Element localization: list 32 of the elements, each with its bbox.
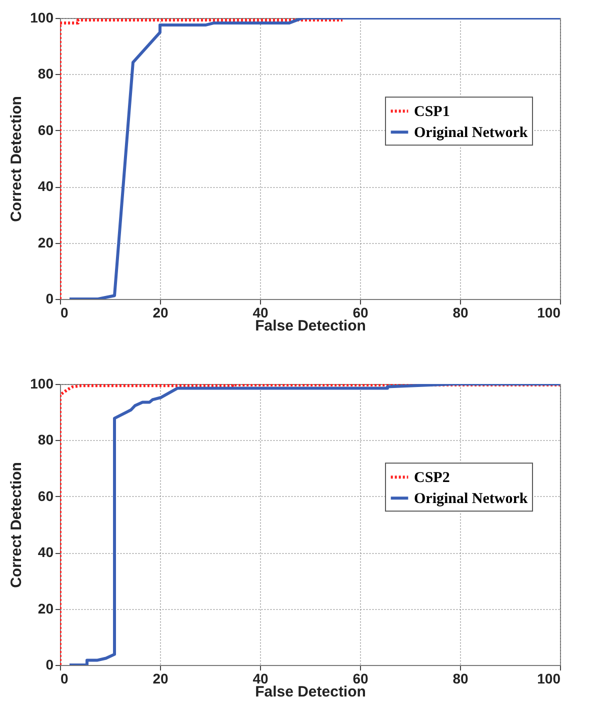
y-tick-label: 40 — [38, 178, 54, 194]
x-tick-label: 40 — [252, 304, 268, 320]
y-axis-title: Correct Detection — [8, 462, 26, 588]
y-tick-label: 60 — [38, 122, 54, 138]
legend-label: Original Network — [414, 491, 528, 508]
x-tick-label: 20 — [152, 670, 168, 686]
x-tick-label: 80 — [452, 670, 468, 686]
x-axis-title: False Detection — [255, 684, 366, 700]
y-tick-label: 100 — [30, 376, 54, 392]
x-tick-label: 100 — [537, 670, 561, 686]
legend-label: Original Network — [414, 125, 528, 142]
y-tick-label: 0 — [46, 656, 54, 672]
x-tick-label: 40 — [252, 670, 268, 686]
legend-label: CSP2 — [414, 470, 450, 486]
x-axis-title: False Detection — [255, 318, 366, 334]
y-tick-label: 80 — [38, 432, 54, 448]
x-tick-label: 0 — [60, 670, 68, 686]
x-tick-label: 20 — [152, 304, 168, 320]
y-tick-label: 0 — [46, 290, 54, 306]
legend-label: CSP1 — [414, 104, 450, 120]
y-tick-label: 100 — [30, 10, 54, 26]
y-tick-label: 60 — [38, 488, 54, 504]
x-tick-label: 60 — [352, 304, 368, 320]
y-tick-label: 20 — [38, 234, 54, 250]
x-tick-label: 60 — [352, 670, 368, 686]
y-tick-label: 80 — [38, 66, 54, 82]
x-tick-label: 100 — [537, 304, 561, 320]
y-tick-label: 40 — [38, 544, 54, 560]
x-tick-label: 80 — [452, 304, 468, 320]
x-tick-label: 0 — [60, 304, 68, 320]
y-tick-label: 20 — [38, 600, 54, 616]
y-axis-title: Correct Detection — [8, 96, 26, 222]
